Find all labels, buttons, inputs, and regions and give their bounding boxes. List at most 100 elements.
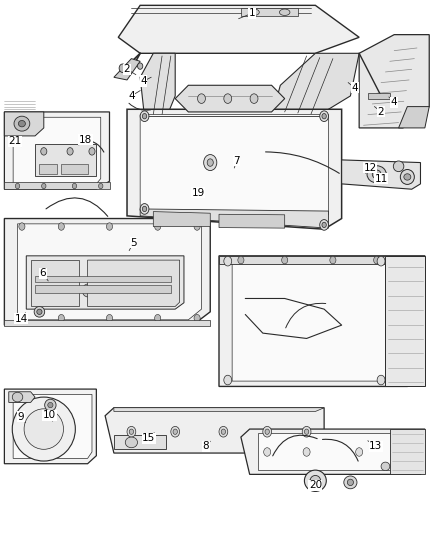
Polygon shape xyxy=(241,429,425,474)
Circle shape xyxy=(207,159,213,166)
Polygon shape xyxy=(118,5,359,53)
Polygon shape xyxy=(140,209,328,228)
Circle shape xyxy=(19,314,25,322)
Circle shape xyxy=(140,111,149,122)
Polygon shape xyxy=(272,53,359,117)
Circle shape xyxy=(264,448,271,456)
Circle shape xyxy=(320,220,328,230)
Ellipse shape xyxy=(249,9,259,15)
Text: 13: 13 xyxy=(369,441,382,451)
Circle shape xyxy=(322,114,326,119)
Text: 8: 8 xyxy=(202,441,209,451)
Ellipse shape xyxy=(12,392,23,402)
Circle shape xyxy=(374,256,380,264)
Polygon shape xyxy=(114,408,324,411)
Polygon shape xyxy=(26,256,184,309)
Circle shape xyxy=(119,64,126,72)
Polygon shape xyxy=(140,53,175,117)
Circle shape xyxy=(377,256,385,266)
Text: 4: 4 xyxy=(351,83,358,93)
Ellipse shape xyxy=(381,462,390,471)
Circle shape xyxy=(15,183,20,189)
Circle shape xyxy=(250,94,258,103)
Circle shape xyxy=(142,114,147,119)
Circle shape xyxy=(219,426,228,437)
Ellipse shape xyxy=(37,309,42,314)
Polygon shape xyxy=(219,256,425,386)
Text: 2: 2 xyxy=(124,64,131,74)
Circle shape xyxy=(58,314,64,322)
Circle shape xyxy=(265,429,269,434)
Text: 18: 18 xyxy=(79,135,92,144)
Text: 5: 5 xyxy=(130,238,137,247)
Circle shape xyxy=(113,284,124,297)
Circle shape xyxy=(67,148,73,155)
Ellipse shape xyxy=(310,475,321,486)
Circle shape xyxy=(320,111,328,122)
Text: 2: 2 xyxy=(378,107,385,117)
Ellipse shape xyxy=(400,169,414,184)
Circle shape xyxy=(171,426,180,437)
Circle shape xyxy=(224,256,232,266)
Polygon shape xyxy=(13,394,92,458)
Ellipse shape xyxy=(404,174,411,180)
Circle shape xyxy=(238,256,244,264)
Text: 7: 7 xyxy=(233,156,240,166)
Circle shape xyxy=(52,282,62,295)
Polygon shape xyxy=(219,256,385,264)
Ellipse shape xyxy=(372,170,381,179)
Circle shape xyxy=(204,155,217,171)
Circle shape xyxy=(224,375,232,385)
Polygon shape xyxy=(105,408,324,453)
Circle shape xyxy=(58,223,64,230)
Circle shape xyxy=(19,223,25,230)
Text: 6: 6 xyxy=(39,269,46,278)
Polygon shape xyxy=(114,59,140,80)
Text: 19: 19 xyxy=(191,188,205,198)
Circle shape xyxy=(142,206,147,212)
Polygon shape xyxy=(4,182,109,189)
Text: 4: 4 xyxy=(140,76,147,86)
Circle shape xyxy=(198,94,205,103)
Polygon shape xyxy=(31,260,79,306)
Circle shape xyxy=(41,148,47,155)
Circle shape xyxy=(106,223,113,230)
Circle shape xyxy=(72,183,77,189)
Ellipse shape xyxy=(344,476,357,489)
Circle shape xyxy=(194,223,200,230)
Ellipse shape xyxy=(12,397,75,461)
Polygon shape xyxy=(285,440,324,450)
Polygon shape xyxy=(88,260,180,306)
Polygon shape xyxy=(35,144,96,176)
Polygon shape xyxy=(13,117,101,184)
Polygon shape xyxy=(4,389,96,464)
Circle shape xyxy=(173,429,177,434)
Ellipse shape xyxy=(18,120,25,127)
Circle shape xyxy=(106,314,113,322)
Polygon shape xyxy=(39,164,57,174)
Polygon shape xyxy=(368,93,390,99)
Text: 21: 21 xyxy=(9,136,22,146)
Circle shape xyxy=(89,148,95,155)
Polygon shape xyxy=(4,112,44,136)
Circle shape xyxy=(322,222,326,228)
Polygon shape xyxy=(258,433,416,470)
Circle shape xyxy=(99,183,103,189)
Text: 11: 11 xyxy=(374,174,388,183)
Circle shape xyxy=(194,314,200,322)
Text: 9: 9 xyxy=(18,412,25,422)
Circle shape xyxy=(304,429,309,434)
Polygon shape xyxy=(9,392,35,402)
Polygon shape xyxy=(114,435,166,449)
Circle shape xyxy=(221,429,226,434)
Polygon shape xyxy=(140,115,328,223)
Circle shape xyxy=(356,448,363,456)
Polygon shape xyxy=(342,160,420,189)
Text: 4: 4 xyxy=(391,98,398,107)
Polygon shape xyxy=(4,112,109,189)
Circle shape xyxy=(330,256,336,264)
Ellipse shape xyxy=(24,409,64,449)
Circle shape xyxy=(377,375,385,385)
Circle shape xyxy=(155,314,161,322)
Polygon shape xyxy=(35,285,171,293)
